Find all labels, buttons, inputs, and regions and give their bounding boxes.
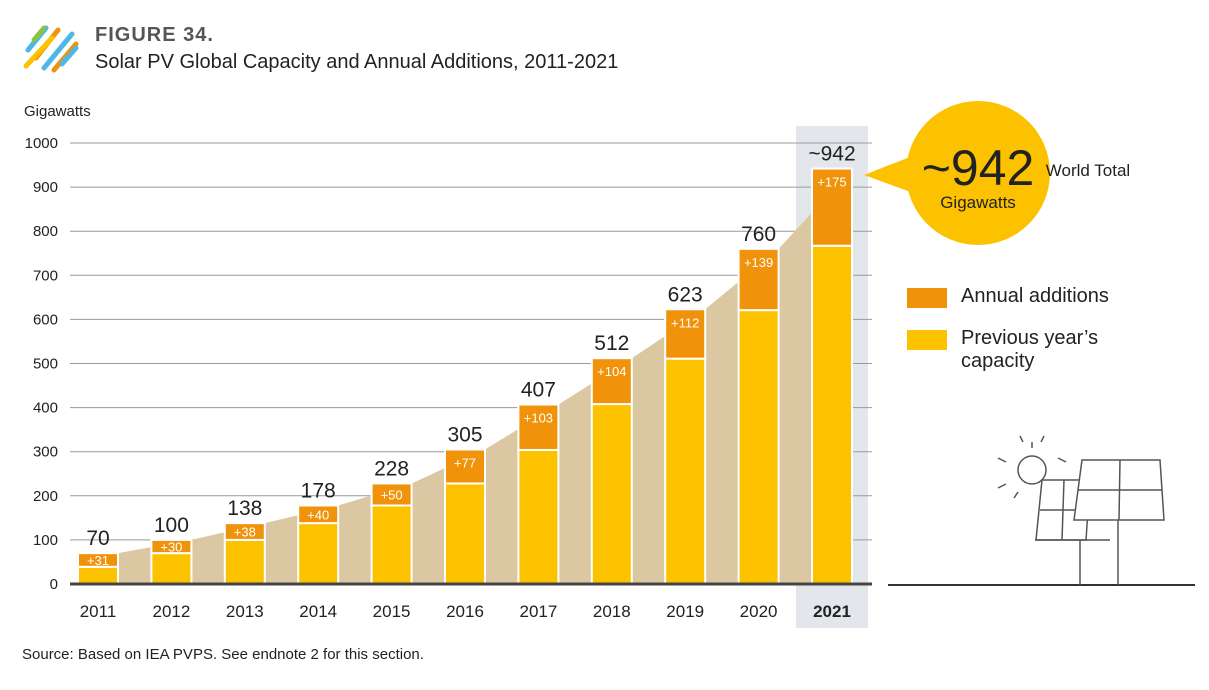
bar-previous-2013 <box>223 538 266 586</box>
y-tick-label: 100 <box>33 532 58 549</box>
total-label-2012: 100 <box>154 514 189 537</box>
bar-previous-2014 <box>297 522 340 586</box>
bar-addition-2015 <box>370 482 413 507</box>
bar-addition-2012 <box>150 538 193 555</box>
y-tick-label: 500 <box>33 356 58 373</box>
addition-label-2017: +103 <box>524 411 553 426</box>
figure-title: Solar PV Global Capacity and Annual Addi… <box>95 51 619 73</box>
x-tick-label-2021: 2021 <box>813 602 851 621</box>
y-tick-label: 1000 <box>25 135 58 152</box>
bar-addition-2014 <box>297 504 340 525</box>
bar-addition-2021 <box>811 167 853 247</box>
total-label-2017: 407 <box>521 379 556 402</box>
total-label-2018: 512 <box>594 332 629 355</box>
bar-previous-2015 <box>370 504 413 586</box>
solar-panel-icon <box>888 435 1195 586</box>
legend-item-previous: Previous year’s capacity <box>907 327 1131 373</box>
total-label-2013: 138 <box>227 497 262 520</box>
y-tick-label: 300 <box>33 444 58 461</box>
chart: Gigawatts +31 70 +30 100 +38 138 +40 178 +50 228 +… <box>24 101 1195 628</box>
bar-addition-2019 <box>664 308 707 360</box>
total-label-2020: 760 <box>741 223 776 246</box>
capacity-area <box>78 168 852 584</box>
addition-label-2019: +112 <box>671 315 699 330</box>
y-tick-label: 600 <box>33 311 58 328</box>
bar-addition-2016 <box>444 448 486 485</box>
bar-previous-2020 <box>737 309 780 585</box>
x-tick-label-2016: 2016 <box>446 602 484 621</box>
x-tick-label-2014: 2014 <box>299 602 337 621</box>
y-tick-label: 400 <box>33 400 58 417</box>
figure-label: FIGURE 34. <box>95 24 214 46</box>
addition-label-2014: +40 <box>307 507 329 522</box>
addition-label-2011: +31 <box>87 553 109 568</box>
total-label-2016: 305 <box>447 423 482 446</box>
y-axis-label: Gigawatts <box>24 103 91 120</box>
x-tick-label-2017: 2017 <box>519 602 557 621</box>
legend-label-additions: Annual additions <box>961 285 1109 307</box>
callout-value: ~942 <box>921 140 1035 196</box>
total-label-2019: 623 <box>668 283 703 306</box>
total-label-2021: ~942 <box>808 143 855 166</box>
addition-label-2013: +38 <box>234 525 256 540</box>
bar-previous-2017 <box>517 448 560 585</box>
world-total-label: World Total <box>1045 161 1131 180</box>
y-tick-label: 700 <box>33 267 58 284</box>
legend-label-previous: Previous year’s capacity <box>961 327 1099 372</box>
addition-label-2018: +104 <box>597 364 626 379</box>
bar-previous-2018 <box>590 403 633 585</box>
x-tick-label-2018: 2018 <box>593 602 631 621</box>
legend-swatch-additions <box>907 288 947 308</box>
report-logo-icon <box>23 25 79 73</box>
bar-addition-2017 <box>517 403 560 451</box>
x-tick-label-2019: 2019 <box>666 602 704 621</box>
y-tick-label: 800 <box>33 223 58 240</box>
bar-previous-2012 <box>150 552 193 586</box>
bar-previous-2019 <box>664 357 707 585</box>
bar-previous-2021 <box>811 244 853 586</box>
total-label-2011: 70 <box>86 527 109 550</box>
bar-addition-2013 <box>223 522 266 541</box>
y-tick-label: 200 <box>33 488 58 505</box>
x-tick-label-2011: 2011 <box>80 602 117 621</box>
x-tick-label-2020: 2020 <box>740 602 778 621</box>
x-tick-label-2012: 2012 <box>152 602 190 621</box>
addition-label-2021: +175 <box>817 175 846 190</box>
x-tick-label-2013: 2013 <box>226 602 264 621</box>
x-tick-label-2015: 2015 <box>373 602 411 621</box>
addition-label-2016: +77 <box>454 455 476 470</box>
legend-swatch-previous <box>907 330 947 350</box>
total-label-2015: 228 <box>374 457 409 480</box>
bar-addition-2011 <box>77 552 119 568</box>
bar-addition-2018 <box>590 357 633 406</box>
bar-previous-2016 <box>444 482 486 585</box>
y-tick-label: 900 <box>33 179 58 196</box>
addition-label-2012: +30 <box>160 540 182 555</box>
total-label-2014: 178 <box>301 480 336 503</box>
source-note: Source: Based on IEA PVPS. See endnote 2… <box>22 646 424 663</box>
callout-bubble <box>864 101 1050 245</box>
legend-item-additions: Annual additions <box>907 285 1161 308</box>
bar-previous-2011 <box>77 565 119 586</box>
callout-unit: Gigawatts <box>940 193 1016 212</box>
addition-label-2015: +50 <box>381 487 403 502</box>
bar-addition-2020 <box>737 247 780 312</box>
y-tick-label: 0 <box>50 576 58 593</box>
addition-label-2020: +139 <box>744 255 773 270</box>
